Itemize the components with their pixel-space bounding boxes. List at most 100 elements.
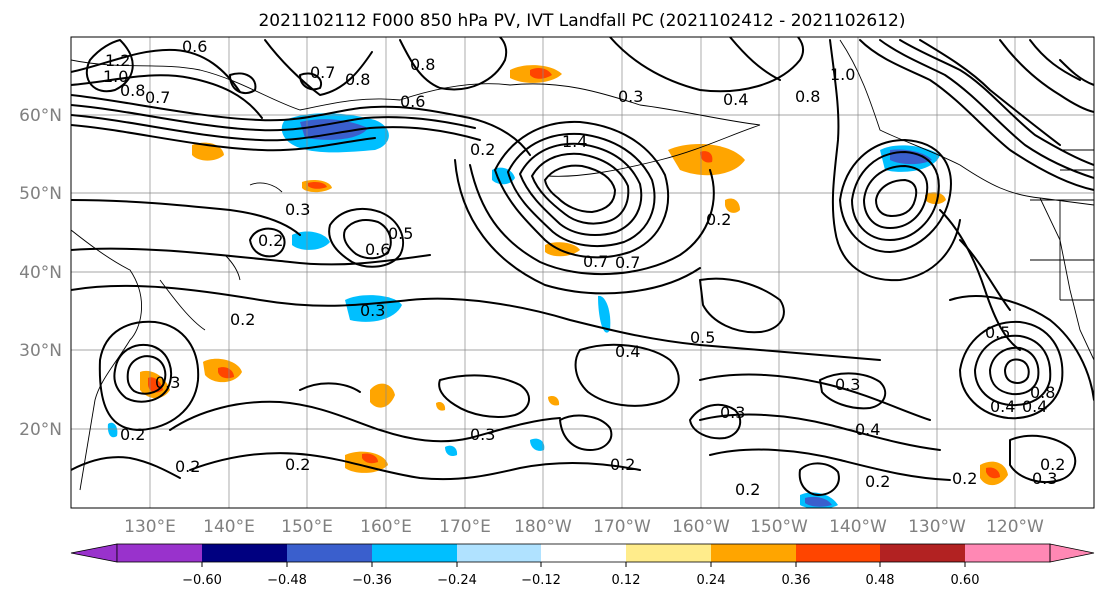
contour-label: 0.7 — [145, 88, 170, 107]
positive-anomaly-patch — [530, 67, 552, 79]
negative-anomaly-patch — [292, 231, 330, 250]
longitude-labels: 130°E 140°E 150°E 160°E 170°E 180°W 170°… — [124, 517, 1044, 537]
contour-label: 0.4 — [615, 342, 640, 361]
contour-label: 0.2 — [120, 425, 145, 444]
negative-anomaly-patch — [530, 438, 545, 451]
colorbar-extend-min — [70, 543, 118, 563]
map-panel: 1.2 1.0 0.8 0.7 0.6 0.7 0.8 0.3 0.8 1.0 … — [70, 36, 1095, 509]
lon-label: 130°E — [124, 517, 176, 537]
shaded-anomalies — [107, 65, 1008, 508]
pv-contours — [71, 37, 1094, 496]
colorbar-segment — [626, 544, 711, 562]
colorbar-segment — [202, 544, 287, 562]
negative-anomaly-patch — [107, 422, 118, 438]
colorbar: −0.60 −0.48 −0.36 −0.24 −0.12 0.12 0.24 … — [70, 543, 1095, 588]
contour-label: 0.8 — [120, 81, 145, 100]
lon-label: 160°W — [672, 517, 730, 537]
contour-label: 0.6 — [182, 37, 207, 56]
negative-anomaly-patch — [445, 445, 458, 457]
colorbar-extend-max — [1049, 543, 1095, 563]
contour-label: 0.3 — [720, 403, 745, 422]
positive-anomaly-patch — [700, 151, 713, 163]
lat-label: 30°N — [19, 341, 62, 361]
latitude-labels: 60°N 50°N 40°N 30°N 20°N — [19, 106, 62, 440]
colorbar-segment — [457, 544, 541, 562]
colorbar-tick-label: 0.12 — [612, 573, 641, 588]
positive-anomaly-patch — [986, 467, 1000, 479]
colorbar-segment — [117, 544, 202, 562]
contour-label: 0.2 — [865, 472, 890, 491]
colorbar-tick-label: 0.36 — [782, 573, 811, 588]
lat-label: 40°N — [19, 263, 62, 283]
contour-label: 0.2 — [285, 455, 310, 474]
colorbar-segment — [541, 544, 626, 562]
contour-label: 0.2 — [735, 480, 760, 499]
contour-label: 0.4 — [990, 397, 1015, 416]
negative-anomaly-patch — [300, 119, 368, 140]
lon-label: 150°W — [750, 517, 808, 537]
contour-label: 0.6 — [365, 240, 390, 259]
colorbar-segment — [711, 544, 796, 562]
contour-label: 0.7 — [310, 63, 335, 82]
contour-label: 0.2 — [470, 140, 495, 159]
lon-label: 120°W — [986, 517, 1044, 537]
negative-anomaly-patch — [598, 295, 611, 333]
lon-label: 170°W — [593, 517, 651, 537]
contour-label: 0.3 — [360, 301, 385, 320]
lon-label: 140°W — [829, 517, 887, 537]
colorbar-tick-label: −0.12 — [521, 573, 561, 588]
lat-label: 60°N — [19, 106, 62, 126]
lat-label: 20°N — [19, 420, 62, 440]
contour-labels: 1.2 1.0 0.8 0.7 0.6 0.7 0.8 0.3 0.8 1.0 … — [103, 37, 1065, 499]
colorbar-tick-label: −0.36 — [352, 573, 392, 588]
contour-label: 0.8 — [345, 70, 370, 89]
lat-label: 50°N — [19, 184, 62, 204]
colorbar-tick-label: 0.24 — [697, 573, 726, 588]
contour-label: 0.2 — [230, 310, 255, 329]
lon-label: 130°W — [908, 517, 966, 537]
lon-label: 160°E — [360, 517, 412, 537]
contour-label: 0.5 — [985, 323, 1010, 342]
negative-anomaly-patch — [492, 167, 515, 185]
positive-anomaly-patch — [370, 383, 395, 408]
contour-label: 1.0 — [103, 67, 128, 86]
contour-label: 0.4 — [1022, 397, 1047, 416]
positive-anomaly-patch — [308, 182, 327, 189]
contour-label: 0.2 — [175, 457, 200, 476]
contour-label: 1.0 — [830, 65, 855, 84]
colorbar-segment — [796, 544, 880, 562]
positive-anomaly-patch — [192, 142, 224, 161]
colorbar-tick-label: −0.48 — [267, 573, 307, 588]
contour-label: 0.7 — [583, 252, 608, 271]
contour-label: 0.3 — [285, 200, 310, 219]
contour-label: 0.2 — [258, 231, 283, 250]
positive-anomaly-patch — [362, 453, 378, 464]
contour-label: 0.6 — [400, 92, 425, 111]
coastlines — [71, 39, 1094, 491]
positive-anomaly-patch — [345, 451, 388, 473]
contour-label: 0.3 — [1032, 469, 1057, 488]
lon-label: 170°E — [439, 517, 491, 537]
contour-label: 0.7 — [615, 253, 640, 272]
positive-anomaly-patch — [436, 401, 446, 411]
colorbar-segment — [372, 544, 457, 562]
contour-label: 0.5 — [690, 328, 715, 347]
colorbar-tick-label: 0.60 — [951, 573, 980, 588]
colorbar-tick-label: 0.48 — [866, 573, 895, 588]
contour-label: 0.8 — [1030, 383, 1055, 402]
contour-label: 0.3 — [470, 425, 495, 444]
colorbar-ticks — [201, 562, 966, 567]
negative-anomaly-patch — [805, 496, 832, 507]
positive-anomaly-patch — [925, 192, 946, 205]
contour-label: 0.4 — [855, 420, 880, 439]
contour-label: 0.2 — [610, 455, 635, 474]
colorbar-segment — [880, 544, 965, 562]
contour-label: 0.3 — [618, 87, 643, 106]
contour-label: 0.5 — [388, 224, 413, 243]
contour-label: 0.8 — [795, 87, 820, 106]
map-title: 2021102112 F000 850 hPa PV, IVT Landfall… — [258, 11, 905, 31]
colorbar-segment — [287, 544, 372, 562]
lon-label: 140°E — [203, 517, 255, 537]
contour-label: 1.4 — [562, 132, 587, 151]
contour-label: 0.2 — [706, 210, 731, 229]
